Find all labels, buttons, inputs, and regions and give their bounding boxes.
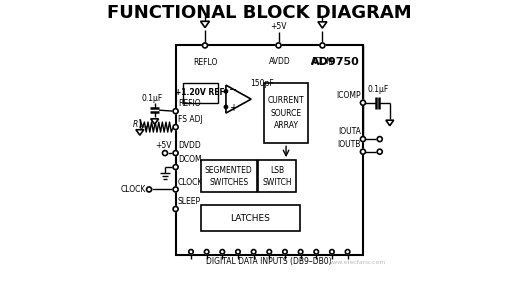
Text: AD9750: AD9750	[311, 56, 360, 67]
Circle shape	[377, 149, 383, 154]
Circle shape	[220, 250, 225, 254]
Bar	[264, 83, 308, 143]
Circle shape	[360, 149, 365, 154]
Circle shape	[146, 187, 152, 192]
Circle shape	[224, 90, 228, 93]
Text: www.elecfans.com: www.elecfans.com	[328, 260, 387, 265]
Circle shape	[267, 250, 271, 254]
Circle shape	[320, 43, 325, 48]
Text: CURRENT
SOURCE
ARRAY: CURRENT SOURCE ARRAY	[268, 96, 304, 130]
Circle shape	[173, 124, 178, 130]
Circle shape	[189, 250, 193, 254]
Circle shape	[204, 250, 209, 254]
Text: 150pF: 150pF	[250, 79, 274, 88]
Text: +1.20V REF: +1.20V REF	[175, 88, 225, 97]
Circle shape	[298, 250, 303, 254]
Text: +5V: +5V	[155, 141, 172, 150]
Text: AVDD: AVDD	[269, 57, 291, 66]
Text: IOUTB: IOUTB	[337, 140, 361, 149]
Text: FUNCTIONAL BLOCK DIAGRAM: FUNCTIONAL BLOCK DIAGRAM	[107, 4, 412, 22]
Polygon shape	[386, 120, 394, 126]
Circle shape	[224, 105, 228, 109]
Polygon shape	[136, 130, 144, 135]
Text: CLOCK: CLOCK	[178, 178, 203, 187]
Circle shape	[173, 207, 178, 212]
Polygon shape	[200, 21, 210, 28]
Circle shape	[314, 250, 319, 254]
Text: IOUTA: IOUTA	[338, 127, 361, 136]
Circle shape	[173, 151, 178, 156]
Text: LATCHES: LATCHES	[230, 214, 270, 223]
Circle shape	[251, 250, 256, 254]
Polygon shape	[318, 22, 327, 28]
Text: 0.1μF: 0.1μF	[368, 85, 389, 94]
Text: ACOM: ACOM	[311, 57, 334, 66]
Bar	[258, 160, 296, 192]
Circle shape	[377, 137, 383, 142]
Text: DCOM: DCOM	[178, 155, 201, 164]
Text: DVDD: DVDD	[178, 141, 201, 150]
Text: DIGITAL DATA INPUTS (DB9–DB0): DIGITAL DATA INPUTS (DB9–DB0)	[207, 257, 332, 266]
Circle shape	[162, 151, 168, 156]
Text: REFLO: REFLO	[193, 58, 217, 67]
Text: REFIO: REFIO	[178, 99, 200, 108]
Text: ICOMP: ICOMP	[336, 91, 361, 100]
Bar	[183, 83, 217, 103]
Circle shape	[360, 100, 365, 105]
Text: SLEEP: SLEEP	[178, 197, 201, 206]
Circle shape	[173, 165, 178, 169]
Text: SET: SET	[139, 126, 149, 131]
Circle shape	[236, 250, 240, 254]
Circle shape	[276, 43, 281, 48]
Text: R: R	[133, 120, 138, 129]
Text: SEGMENTED
SWITCHES: SEGMENTED SWITCHES	[205, 166, 253, 187]
Bar	[201, 205, 300, 231]
Circle shape	[345, 250, 350, 254]
Circle shape	[360, 137, 365, 142]
Circle shape	[173, 187, 178, 192]
Circle shape	[330, 250, 334, 254]
Circle shape	[283, 250, 287, 254]
Text: +5V: +5V	[270, 22, 287, 31]
Text: FS ADJ: FS ADJ	[178, 115, 202, 124]
Text: 0.1μF: 0.1μF	[141, 94, 162, 103]
Bar	[201, 160, 257, 192]
Text: CLOCK: CLOCK	[120, 185, 146, 194]
Text: −: −	[229, 85, 237, 95]
Polygon shape	[151, 119, 159, 124]
Polygon shape	[226, 85, 251, 113]
Bar	[175, 46, 363, 255]
Text: LSB
SWITCH: LSB SWITCH	[262, 166, 292, 187]
Circle shape	[173, 109, 178, 114]
Circle shape	[202, 43, 208, 48]
Text: +: +	[229, 103, 237, 113]
